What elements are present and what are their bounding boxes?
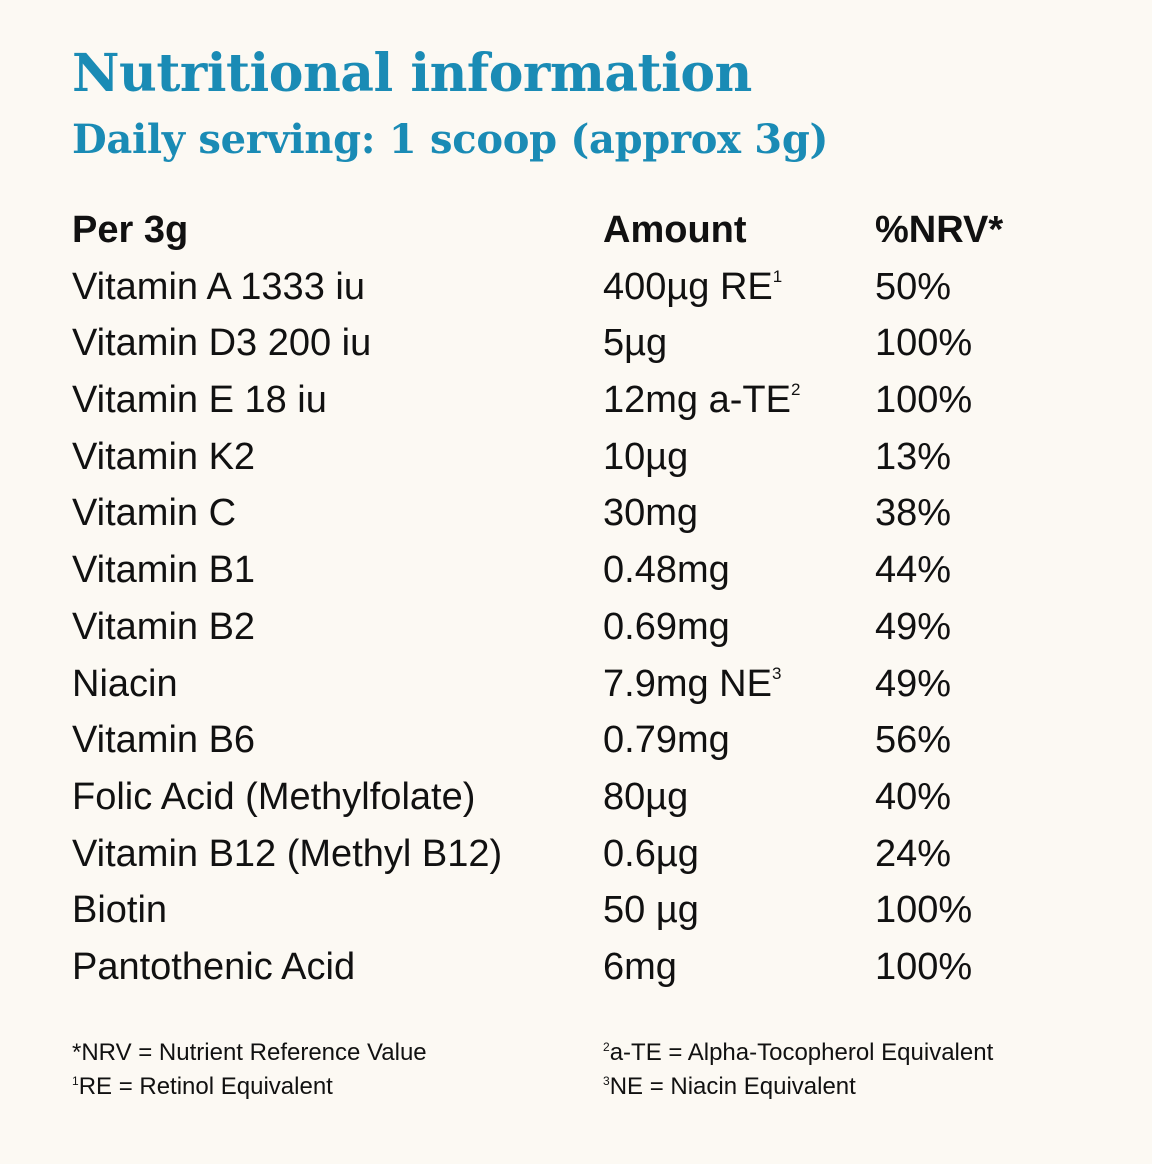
nutrient-name: Vitamin K2 <box>72 435 256 478</box>
serving-subtitle: Daily serving: 1 scoop (approx 3g) <box>72 116 829 163</box>
nutrient-amount: 0.6µg <box>603 832 699 875</box>
footnotes-right: 2a-TE = Alpha-Tocopherol Equivalent 3NE … <box>603 1036 993 1104</box>
nutrient-nrv: 38% <box>875 492 952 535</box>
footnote-nrv: *NRV = Nutrient Reference Value <box>72 1039 427 1066</box>
nutrient-name: Vitamin B1 <box>72 549 256 592</box>
table-row: Vitamin B1 0.48mg 44% <box>72 542 1072 599</box>
nutrient-amount: 50 µg <box>603 889 699 932</box>
nutrient-nrv: 100% <box>875 322 973 365</box>
nutrient-nrv: 49% <box>875 605 952 648</box>
nutrient-name: Niacin <box>72 662 178 705</box>
header-per-3g: Per 3g <box>72 209 189 251</box>
nutrient-name: Pantothenic Acid <box>72 945 356 988</box>
nutrient-nrv: 100% <box>875 945 973 988</box>
nutrient-amount: 10µg <box>603 435 689 478</box>
footnote-marker: 3 <box>771 663 782 683</box>
page-title: Nutritional information <box>72 43 752 104</box>
table-row: Pantothenic Acid 6mg 100% <box>72 939 1072 996</box>
nutrient-name: Folic Acid (Methylfolate) <box>72 775 476 818</box>
table-row: Vitamin K2 10µg 13% <box>72 429 1072 486</box>
table-row: Vitamin B12 (Methyl B12) 0.6µg 24% <box>72 826 1072 883</box>
nutrient-amount: 7.9mg NE3 <box>603 662 782 705</box>
nutrient-nrv: 56% <box>875 719 952 762</box>
nutrient-name: Vitamin A 1333 iu <box>72 265 365 308</box>
nutrition-table: Per 3g Amount %NRV* Vitamin A 1333 iu 40… <box>72 202 1072 996</box>
nutrient-nrv: 24% <box>875 832 952 875</box>
nutrient-name: Vitamin B12 (Methyl B12) <box>72 832 503 875</box>
footnote-ne: 3NE = Niacin Equivalent <box>603 1073 856 1100</box>
nutrient-nrv: 44% <box>875 549 952 592</box>
nutrient-amount: 0.69mg <box>603 605 730 648</box>
table-header-row: Per 3g Amount %NRV* <box>72 202 1072 259</box>
nutrient-nrv: 49% <box>875 662 952 705</box>
nutrient-name: Vitamin C <box>72 492 237 535</box>
nutrient-name: Vitamin D3 200 iu <box>72 322 372 365</box>
nutrient-name: Vitamin E 18 iu <box>72 379 327 422</box>
footnote-re: 1RE = Retinol Equivalent <box>72 1073 333 1100</box>
table-row: Folic Acid (Methylfolate) 80µg 40% <box>72 769 1072 826</box>
table-row: Vitamin C 30mg 38% <box>72 485 1072 542</box>
nutrient-name: Vitamin B6 <box>72 719 256 762</box>
header-amount: Amount <box>603 209 747 251</box>
nutrient-nrv: 13% <box>875 435 952 478</box>
nutrient-amount: 12mg a-TE2 <box>603 379 801 422</box>
nutrient-nrv: 100% <box>875 889 973 932</box>
footnote-marker: 2 <box>790 380 801 400</box>
nutrient-amount: 80µg <box>603 775 689 818</box>
footnote-ate: 2a-TE = Alpha-Tocopherol Equivalent <box>603 1039 994 1066</box>
nutrient-nrv: 40% <box>875 775 952 818</box>
nutrient-amount: 0.48mg <box>603 549 730 592</box>
footnotes-left: *NRV = Nutrient Reference Value 1RE = Re… <box>72 1036 427 1104</box>
nutrient-nrv: 50% <box>875 265 952 308</box>
nutrient-nrv: 100% <box>875 379 973 422</box>
footnote-marker: 1 <box>772 266 783 286</box>
nutrient-amount: 6mg <box>603 945 677 988</box>
header-nrv: %NRV* <box>875 209 1004 251</box>
table-row: Vitamin B6 0.79mg 56% <box>72 712 1072 769</box>
table-row: Vitamin A 1333 iu 400µg RE1 50% <box>72 259 1072 316</box>
table-row: Vitamin D3 200 iu 5µg 100% <box>72 315 1072 372</box>
nutrient-amount: 5µg <box>603 322 668 365</box>
nutrient-amount: 0.79mg <box>603 719 730 762</box>
nutrient-name: Biotin <box>72 889 168 932</box>
table-row: Vitamin B2 0.69mg 49% <box>72 599 1072 656</box>
nutrient-name: Vitamin B2 <box>72 605 256 648</box>
table-row: Niacin 7.9mg NE3 49% <box>72 656 1072 713</box>
nutrient-amount: 30mg <box>603 492 699 535</box>
nutrient-amount: 400µg RE1 <box>603 265 783 308</box>
table-row: Biotin 50 µg 100% <box>72 882 1072 939</box>
table-row: Vitamin E 18 iu 12mg a-TE2 100% <box>72 372 1072 429</box>
